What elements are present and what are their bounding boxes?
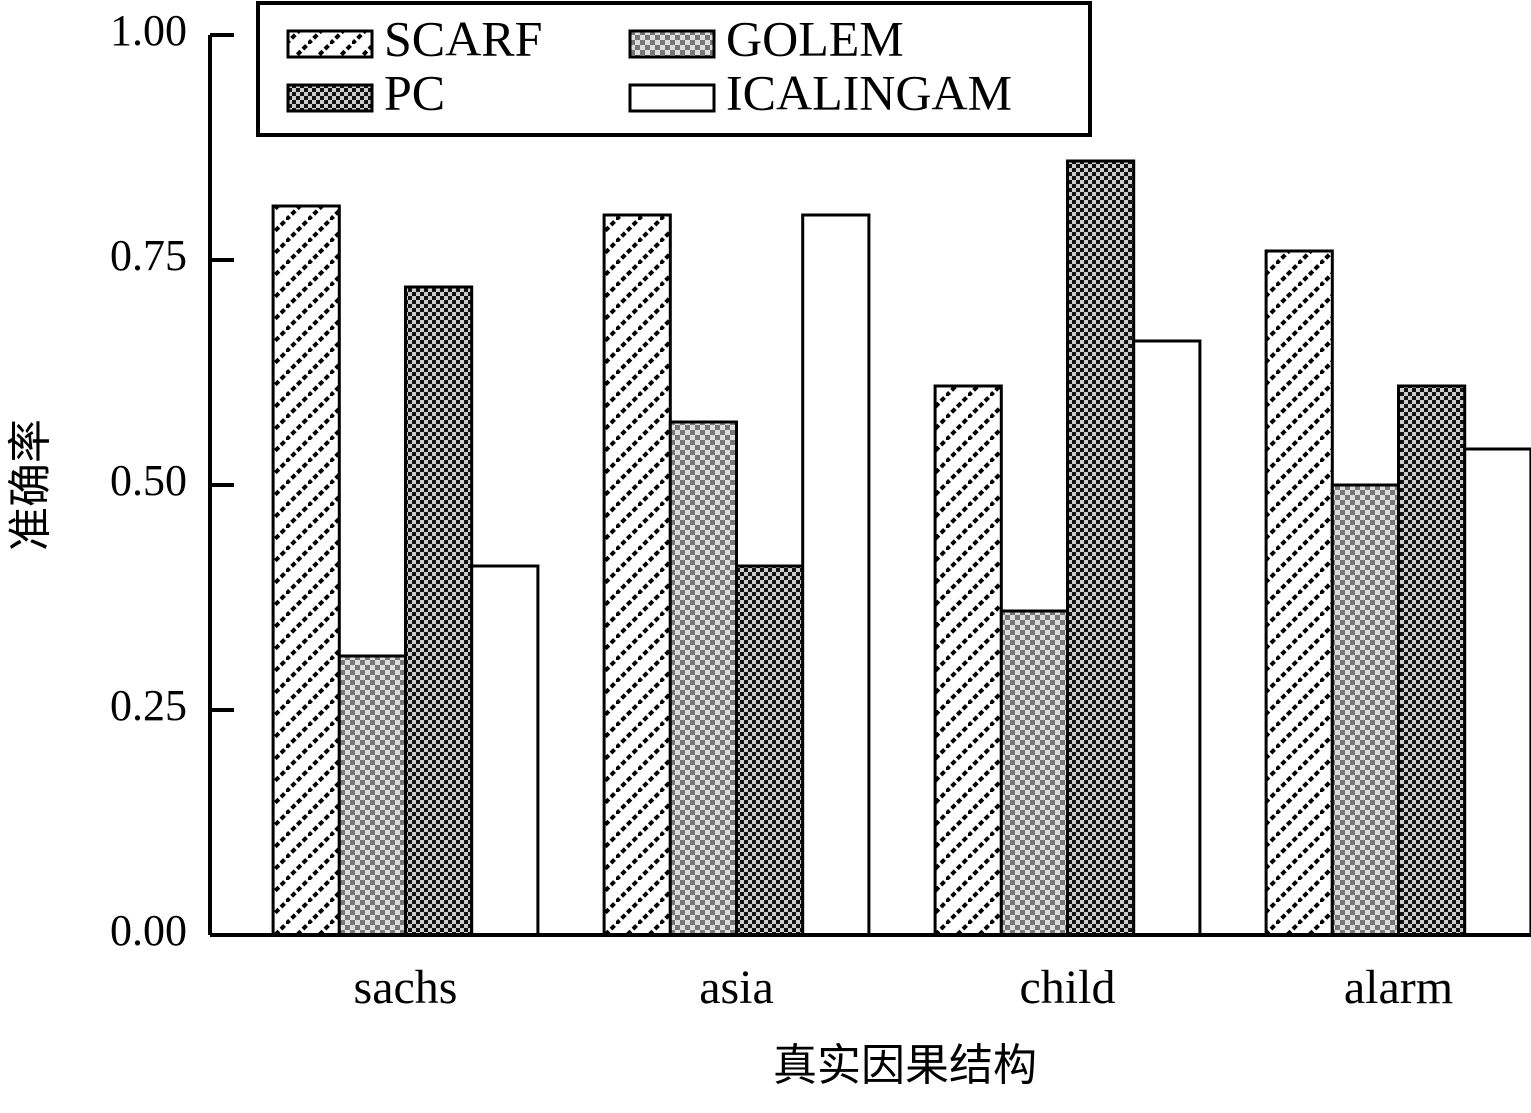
legend-swatch (286, 29, 374, 59)
bar (1330, 483, 1401, 937)
bar (1463, 447, 1531, 937)
x-tick-label: child (1020, 961, 1116, 1014)
legend: SCARF GOLEM PC ICALINGAM (256, 1, 1092, 137)
y-tick-label: 1.00 (110, 6, 187, 55)
bar (668, 420, 738, 937)
legend-label: SCARF (384, 10, 542, 66)
bar (271, 204, 341, 937)
x-axis-title: 真实因果结构 (773, 1041, 1037, 1090)
bar (470, 564, 540, 937)
legend-label: ICALINGAM (726, 64, 1012, 120)
legend-box (256, 1, 1092, 137)
bar (1132, 339, 1202, 937)
bar (1397, 384, 1467, 937)
y-axis-title: 准确率 (6, 419, 55, 551)
bar (801, 213, 871, 937)
legend-swatch (628, 29, 716, 59)
bar (1264, 249, 1334, 937)
bar (337, 654, 407, 937)
legend-swatch (628, 83, 716, 113)
bar (999, 609, 1069, 937)
legend-label: PC (384, 64, 445, 120)
y-tick-label: 0.25 (110, 681, 187, 730)
bar (404, 285, 474, 937)
legend-label: GOLEM (726, 10, 904, 66)
x-tick-label: alarm (1344, 961, 1453, 1014)
bar (1066, 159, 1136, 937)
legend-swatch (286, 83, 374, 113)
y-tick-label: 0.00 (110, 906, 187, 955)
bar (933, 384, 1003, 937)
bar (735, 564, 805, 937)
x-tick-label: sachs (354, 961, 458, 1014)
x-tick-label: asia (699, 961, 774, 1014)
y-tick-label: 0.75 (110, 231, 187, 280)
bar (602, 213, 672, 937)
y-tick-label: 0.50 (110, 456, 187, 505)
